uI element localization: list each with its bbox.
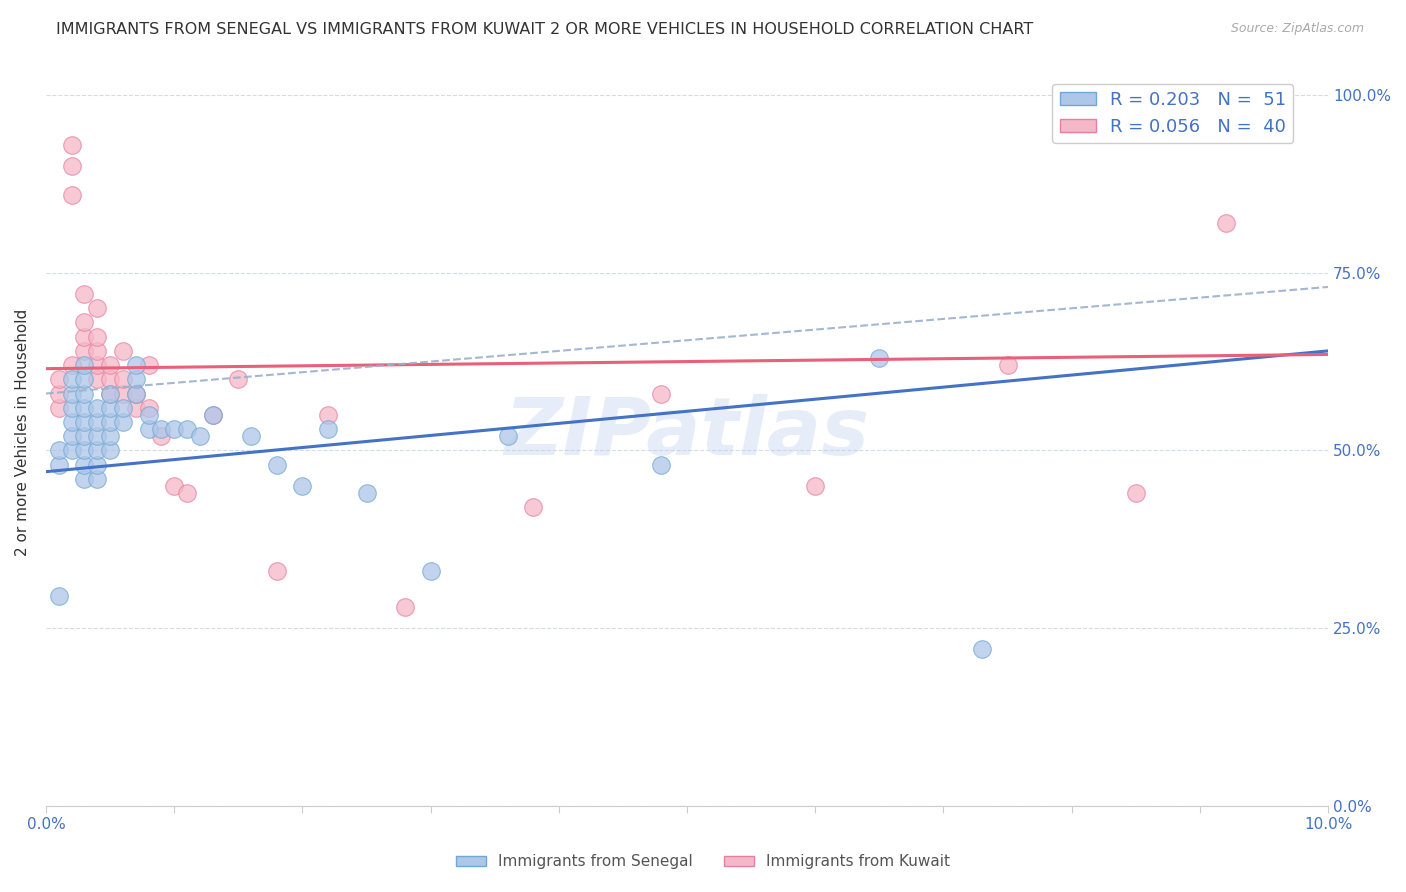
Point xyxy=(150,422,173,436)
Point xyxy=(111,386,134,401)
Point xyxy=(86,301,108,316)
Point xyxy=(138,358,160,372)
Point xyxy=(86,358,108,372)
Point xyxy=(60,358,83,372)
Point xyxy=(48,372,70,386)
Point xyxy=(86,415,108,429)
Point xyxy=(163,422,186,436)
Point xyxy=(125,358,148,372)
Point xyxy=(394,599,416,614)
Point xyxy=(73,429,96,443)
Point xyxy=(73,386,96,401)
Point xyxy=(73,287,96,301)
Point xyxy=(48,386,70,401)
Point xyxy=(73,472,96,486)
Point xyxy=(73,458,96,472)
Point xyxy=(316,422,339,436)
Point xyxy=(98,443,121,458)
Point xyxy=(73,358,96,372)
Point xyxy=(48,443,70,458)
Point xyxy=(226,372,249,386)
Point xyxy=(98,372,121,386)
Point xyxy=(125,386,148,401)
Point xyxy=(98,401,121,415)
Point xyxy=(86,443,108,458)
Point xyxy=(60,159,83,173)
Point xyxy=(1215,216,1237,230)
Point xyxy=(73,415,96,429)
Point xyxy=(997,358,1019,372)
Point xyxy=(201,408,224,422)
Point xyxy=(201,408,224,422)
Point xyxy=(98,386,121,401)
Point xyxy=(356,486,378,500)
Point xyxy=(73,343,96,358)
Point xyxy=(73,401,96,415)
Point xyxy=(111,415,134,429)
Point xyxy=(86,429,108,443)
Point xyxy=(650,386,672,401)
Point xyxy=(48,589,70,603)
Point xyxy=(868,351,890,365)
Point xyxy=(496,429,519,443)
Point xyxy=(176,486,198,500)
Legend: Immigrants from Senegal, Immigrants from Kuwait: Immigrants from Senegal, Immigrants from… xyxy=(450,848,956,875)
Point xyxy=(73,329,96,343)
Point xyxy=(970,642,993,657)
Text: ZIPatlas: ZIPatlas xyxy=(505,393,869,472)
Point xyxy=(48,401,70,415)
Text: Source: ZipAtlas.com: Source: ZipAtlas.com xyxy=(1230,22,1364,36)
Point xyxy=(73,372,96,386)
Point xyxy=(111,372,134,386)
Point xyxy=(111,343,134,358)
Point xyxy=(419,564,441,578)
Point xyxy=(86,472,108,486)
Point xyxy=(86,401,108,415)
Point xyxy=(86,372,108,386)
Point xyxy=(163,479,186,493)
Point xyxy=(60,372,83,386)
Point xyxy=(266,458,288,472)
Point xyxy=(125,386,148,401)
Point xyxy=(125,372,148,386)
Point xyxy=(125,401,148,415)
Y-axis label: 2 or more Vehicles in Household: 2 or more Vehicles in Household xyxy=(15,309,30,557)
Point xyxy=(73,443,96,458)
Point xyxy=(48,458,70,472)
Legend: R = 0.203   N =  51, R = 0.056   N =  40: R = 0.203 N = 51, R = 0.056 N = 40 xyxy=(1052,84,1294,143)
Point xyxy=(266,564,288,578)
Point xyxy=(804,479,827,493)
Text: IMMIGRANTS FROM SENEGAL VS IMMIGRANTS FROM KUWAIT 2 OR MORE VEHICLES IN HOUSEHOL: IMMIGRANTS FROM SENEGAL VS IMMIGRANTS FR… xyxy=(56,22,1033,37)
Point xyxy=(291,479,314,493)
Point xyxy=(111,401,134,415)
Point xyxy=(316,408,339,422)
Point xyxy=(138,422,160,436)
Point xyxy=(60,386,83,401)
Point xyxy=(60,137,83,152)
Point xyxy=(86,343,108,358)
Point xyxy=(60,443,83,458)
Point xyxy=(650,458,672,472)
Point xyxy=(138,401,160,415)
Point xyxy=(86,329,108,343)
Point xyxy=(138,408,160,422)
Point xyxy=(150,429,173,443)
Point xyxy=(60,415,83,429)
Point xyxy=(98,358,121,372)
Point xyxy=(60,401,83,415)
Point xyxy=(176,422,198,436)
Point xyxy=(60,429,83,443)
Point xyxy=(73,316,96,330)
Point xyxy=(98,429,121,443)
Point xyxy=(188,429,211,443)
Point xyxy=(522,500,544,515)
Point xyxy=(98,386,121,401)
Point xyxy=(98,415,121,429)
Point xyxy=(240,429,263,443)
Point xyxy=(60,187,83,202)
Point xyxy=(1125,486,1147,500)
Point xyxy=(86,458,108,472)
